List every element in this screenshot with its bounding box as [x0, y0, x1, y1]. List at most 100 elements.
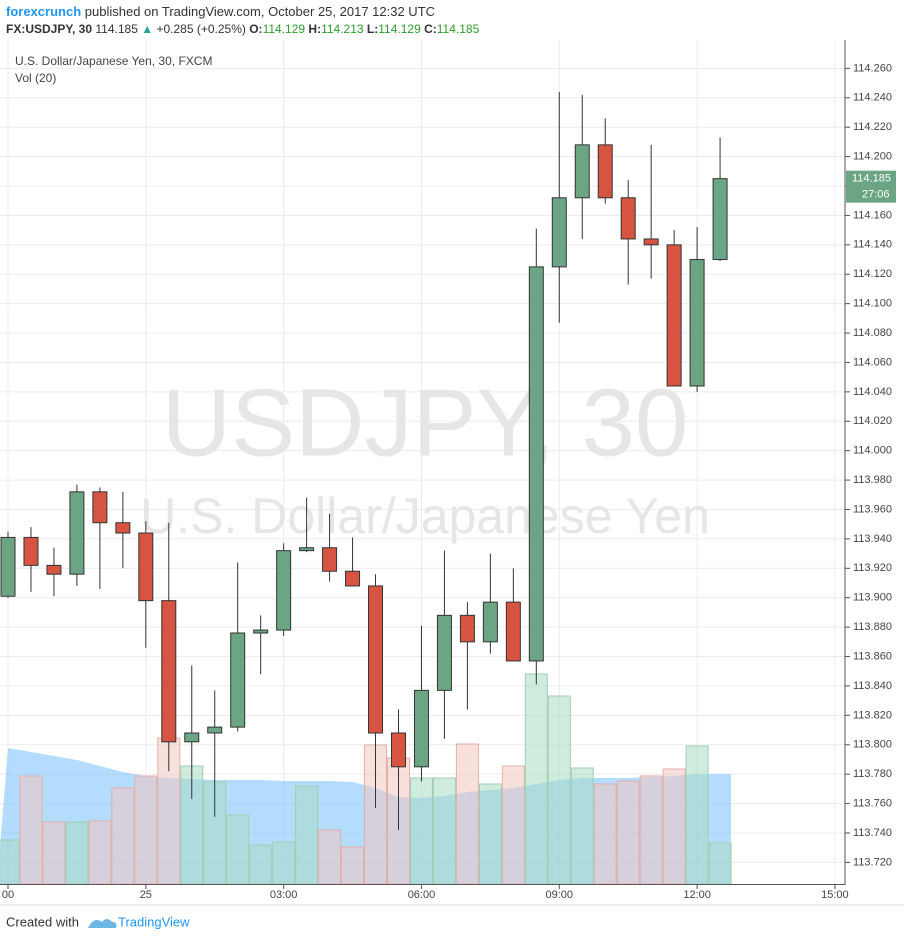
candle-body: [161, 600, 177, 743]
l: 114.129: [378, 22, 421, 36]
y-tick-label: 114.020: [853, 415, 892, 427]
published: published on TradingView.com, October 25…: [84, 4, 436, 19]
last: 114.185: [95, 22, 138, 36]
y-tick-label: 114.000: [853, 445, 892, 457]
volume-bar: [570, 767, 594, 885]
volume-bar: [685, 745, 709, 885]
plot-bg: [0, 40, 904, 885]
volume-bar: [134, 775, 158, 885]
y-tick-label: 114.060: [853, 356, 892, 368]
x-tick-label: 03:00: [270, 889, 298, 901]
up-arrow: ▲: [141, 22, 154, 36]
volume-bar: [0, 839, 20, 885]
candle-body: [368, 585, 384, 734]
volume-bar: [455, 743, 479, 885]
y-tick-label: 114.120: [853, 268, 892, 280]
candle-body: [299, 547, 315, 552]
price-tag: [846, 170, 896, 203]
volume-bar: [708, 842, 732, 885]
c: 114.185: [436, 22, 480, 36]
y-tick-label: 113.860: [853, 650, 892, 662]
watermark-sub: U.S. Dollar/Japanese Yen: [140, 488, 710, 544]
brand[interactable]: TradingView: [118, 914, 190, 929]
publish-line: forexcrunch published on TradingView.com…: [6, 4, 435, 19]
y-tick-label: 114.100: [853, 298, 892, 310]
volume-bar: [662, 768, 686, 885]
watermark: USDJPY, 30: [162, 369, 689, 476]
candle-body: [390, 732, 406, 768]
volume-bar: [249, 844, 273, 885]
y-tick-label: 113.780: [853, 768, 892, 780]
created-with: Created with: [6, 914, 79, 929]
candle-body: [23, 536, 39, 566]
candle-body: [0, 536, 16, 597]
candle-body: [230, 632, 246, 728]
author-link[interactable]: forexcrunch: [6, 4, 82, 19]
y-tick-label: 113.940: [853, 533, 892, 545]
chart: USDJPY, 30 U.S. Dollar/Japanese Yen 113.…: [0, 40, 904, 929]
volume-bar: [524, 673, 548, 885]
x-tick-label: 15:00: [821, 889, 849, 901]
volume-bar: [111, 787, 135, 885]
candle-body: [666, 244, 682, 387]
volume-bar: [409, 777, 433, 885]
y-tick-label: 113.840: [853, 680, 892, 692]
volume-bar: [593, 783, 617, 885]
volume-bar: [547, 695, 571, 885]
candle-body: [207, 726, 223, 734]
volume-bar: [295, 785, 319, 885]
y-tick-label: 114.260: [853, 62, 892, 74]
y-tick-label: 114.220: [853, 121, 892, 133]
y-tick-label: 113.740: [853, 827, 892, 839]
candle-body: [712, 178, 728, 261]
candle-body: [551, 197, 567, 268]
volume-bar: [88, 820, 112, 885]
o: 114.129: [262, 22, 306, 36]
candle-body: [436, 614, 452, 691]
volume-bar: [341, 846, 365, 885]
x-tick-label: 06:00: [408, 889, 436, 901]
candle-body: [138, 532, 154, 602]
y-tick-label: 113.920: [853, 562, 892, 574]
volume-bar: [42, 821, 66, 885]
x-tick-label: 12:00: [683, 889, 711, 901]
volume-bar: [432, 777, 456, 885]
price-tag-label: 114.185: [852, 173, 891, 185]
candle-body: [345, 570, 361, 587]
volume-bar: [65, 821, 89, 885]
volume-bar: [19, 775, 43, 885]
volume-bar: [226, 814, 250, 885]
y-tick-label: 113.900: [853, 592, 892, 604]
candle-body: [413, 689, 429, 768]
y-tick-label: 113.980: [853, 474, 892, 486]
candle-body: [459, 614, 475, 643]
candle-body: [643, 238, 659, 246]
y-tick-label: 114.200: [853, 151, 892, 163]
candle-body: [574, 144, 590, 199]
candle-body: [322, 547, 338, 572]
h-label: H:: [308, 22, 322, 36]
symbol: FX:USDJPY, 30: [6, 22, 93, 36]
candle-body: [689, 259, 705, 387]
candle-body: [115, 522, 131, 534]
y-tick-label: 113.960: [853, 503, 892, 515]
candle-body: [92, 491, 108, 524]
y-tick-label: 113.820: [853, 709, 892, 721]
y-tick-label: 113.760: [853, 797, 892, 809]
candle-body: [597, 144, 613, 199]
volume-bar: [616, 780, 640, 885]
brand-logo: [88, 919, 117, 928]
y-tick-label: 114.040: [853, 386, 892, 398]
candle-body: [528, 266, 544, 662]
volume-bar: [318, 829, 342, 885]
candle-body: [505, 601, 521, 662]
x-tick-label: 09:00: [546, 889, 574, 901]
candle-body: [276, 550, 292, 631]
volume-bar: [501, 765, 525, 885]
y-tick-label: 114.240: [853, 92, 892, 104]
timer: 27:06: [862, 189, 890, 201]
volume-bar: [272, 841, 296, 885]
candle-body: [69, 491, 85, 575]
o-label: O:: [249, 22, 263, 36]
legend-title: U.S. Dollar/Japanese Yen, 30, FXCM: [15, 54, 212, 68]
